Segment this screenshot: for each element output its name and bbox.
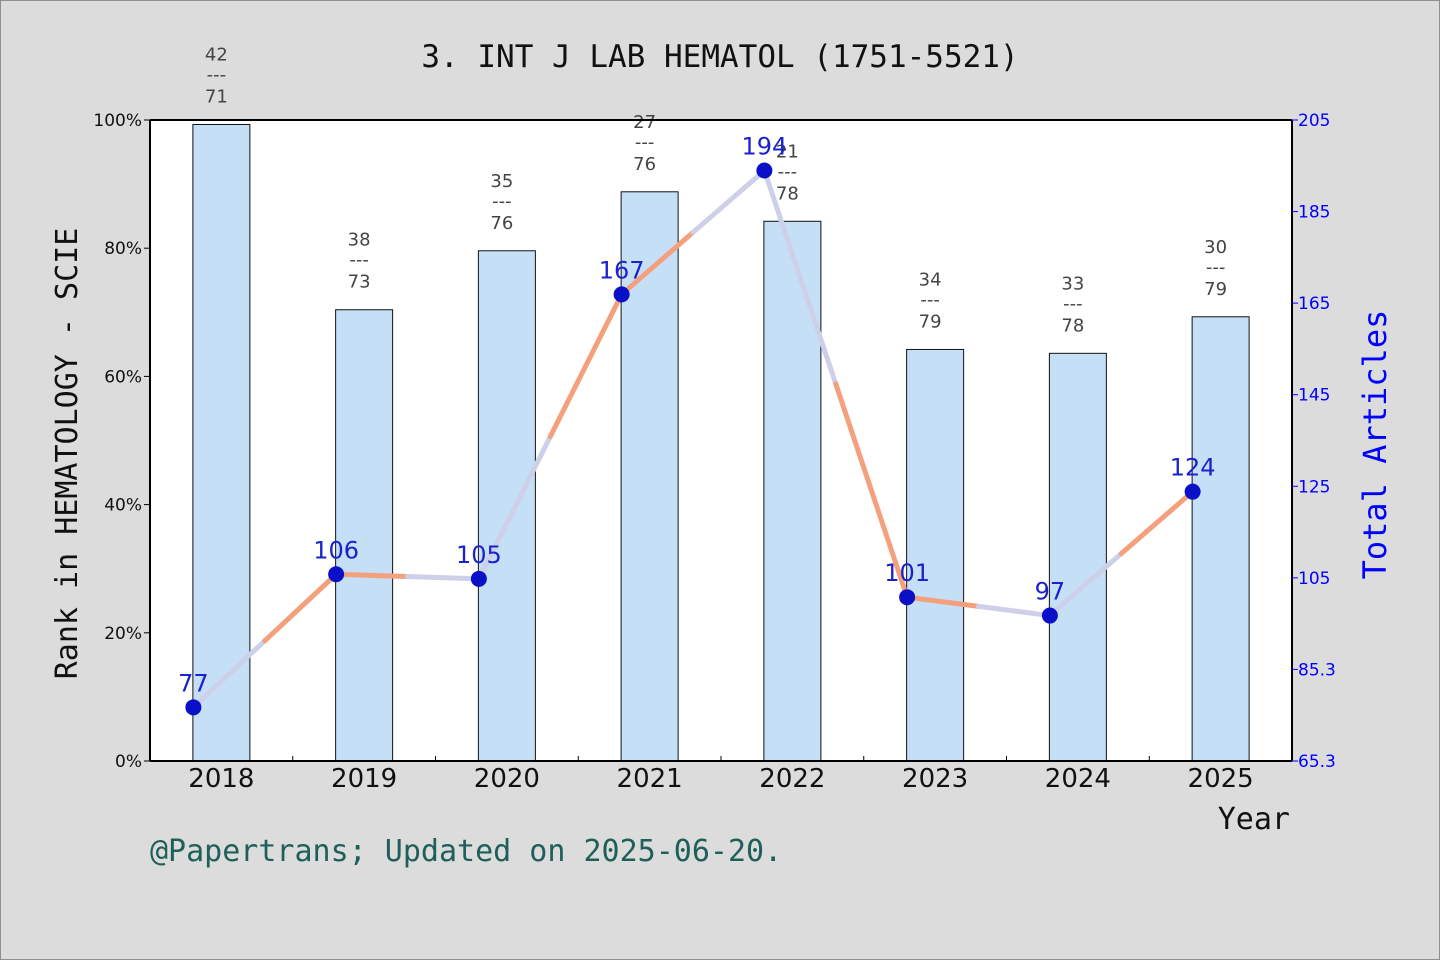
line-segment-2019-a <box>333 571 410 580</box>
point-label-2023: 101 <box>884 559 930 587</box>
plot-area <box>150 120 1292 761</box>
point-label-2022: 194 <box>741 132 787 160</box>
rank-total-2021: 76 <box>633 154 656 175</box>
line-segment-2018-a <box>190 638 268 710</box>
line-segment-2020-a <box>476 434 553 582</box>
point-2018 <box>185 699 202 716</box>
point-label-2020: 105 <box>456 541 502 569</box>
line-segment-2022-a <box>761 167 839 387</box>
point-label-2019: 106 <box>313 536 359 564</box>
rank-label-2021: 27 <box>633 112 656 133</box>
x-tick-label-2025: 2025 <box>1188 764 1254 794</box>
y2-tick-label-3: 125 <box>1298 477 1330 497</box>
bar-2022 <box>763 220 822 762</box>
x-axis-title: Year <box>1218 802 1290 837</box>
rank-separator-2020: --- <box>492 191 512 212</box>
line-segment-2023-a <box>904 594 981 609</box>
y2-tick-label-0: 65.3 <box>1298 752 1336 772</box>
rank-total-2025: 79 <box>1204 279 1227 300</box>
y-tick-label-4: 80% <box>104 239 142 259</box>
point-label-2025: 124 <box>1170 454 1216 482</box>
rank-total-2020: 76 <box>490 213 513 234</box>
rank-total-2024: 78 <box>1061 315 1084 336</box>
line-segment-2019-b <box>405 574 482 582</box>
line-segment-2020-b <box>547 291 625 440</box>
y-tick-label-5: 100% <box>93 111 142 131</box>
x-tick-label-2018: 2018 <box>188 764 254 794</box>
bar-2018 <box>192 123 251 762</box>
line-segment-2022-b <box>833 381 910 600</box>
y2-tick-label-5: 165 <box>1298 294 1330 314</box>
y-tick-label-1: 20% <box>104 624 142 644</box>
point-2023 <box>899 589 916 606</box>
rank-separator-2018: --- <box>207 64 227 85</box>
point-2020 <box>470 570 487 587</box>
x-tick-label-2022: 2022 <box>759 764 825 794</box>
rank-label-2024: 33 <box>1061 273 1084 294</box>
y-tick-label-2: 40% <box>104 496 142 516</box>
rank-label-2018: 42 <box>205 44 228 65</box>
point-2022 <box>756 162 773 179</box>
x-tick-label-2024: 2024 <box>1045 764 1111 794</box>
line-segment-2021-b <box>690 167 767 235</box>
line-segment-2018-b <box>262 571 339 644</box>
bar-2020 <box>477 250 536 762</box>
line-segment-2024-b <box>1118 489 1196 557</box>
y2-tick-label-4: 145 <box>1298 386 1330 406</box>
point-label-2024: 97 <box>1035 578 1066 606</box>
y-tick-label-0: 0% <box>115 752 142 772</box>
rank-total-2019: 73 <box>348 272 371 293</box>
point-2021 <box>613 286 630 303</box>
rank-label-2019: 38 <box>348 230 371 251</box>
line-segment-2023-b <box>976 603 1053 619</box>
y-tick-label-3: 60% <box>104 367 142 387</box>
y2-tick-label-2: 105 <box>1298 569 1330 589</box>
y-axis-title: Rank in HEMATOLOGY - SCIE <box>50 228 85 680</box>
point-label-2021: 167 <box>599 256 645 284</box>
rank-separator-2022: --- <box>778 161 798 182</box>
footer-note: @Papertrans; Updated on 2025-06-20. <box>150 834 783 869</box>
y2-tick-label-1: 85.3 <box>1298 660 1336 680</box>
bar-2023 <box>906 348 965 762</box>
bar-2025 <box>1191 316 1250 762</box>
rank-total-2018: 71 <box>205 86 228 107</box>
point-2024 <box>1041 607 1058 624</box>
point-2025 <box>1184 483 1201 500</box>
line-segment-2021-a <box>619 229 696 297</box>
rank-separator-2025: --- <box>1206 257 1226 278</box>
rank-separator-2023: --- <box>920 289 940 310</box>
point-label-2018: 77 <box>178 669 209 697</box>
rank-separator-2024: --- <box>1063 293 1083 314</box>
rank-total-2023: 79 <box>919 311 942 332</box>
rank-label-2025: 30 <box>1204 237 1227 258</box>
x-tick-label-2021: 2021 <box>617 764 683 794</box>
x-tick-label-2020: 2020 <box>474 764 540 794</box>
chart-title: 3. INT J LAB HEMATOL (1751-5521) <box>421 39 1018 75</box>
rank-label-2020: 35 <box>490 171 513 192</box>
y2-axis-title: Total Articles <box>1356 310 1394 580</box>
rank-separator-2021: --- <box>635 132 655 153</box>
bar-2019 <box>335 309 394 762</box>
y2-tick-label-7: 205 <box>1298 111 1330 131</box>
rank-separator-2019: --- <box>349 250 369 271</box>
x-tick-label-2023: 2023 <box>902 764 968 794</box>
rank-label-2022: 21 <box>776 141 799 162</box>
x-tick-label-2019: 2019 <box>331 764 397 794</box>
point-2019 <box>328 566 345 583</box>
bar-2024 <box>1048 352 1107 762</box>
line-segment-2024-a <box>1047 551 1124 619</box>
rank-total-2022: 78 <box>776 183 799 204</box>
rank-label-2023: 34 <box>919 269 942 290</box>
y2-tick-label-6: 185 <box>1298 203 1330 223</box>
